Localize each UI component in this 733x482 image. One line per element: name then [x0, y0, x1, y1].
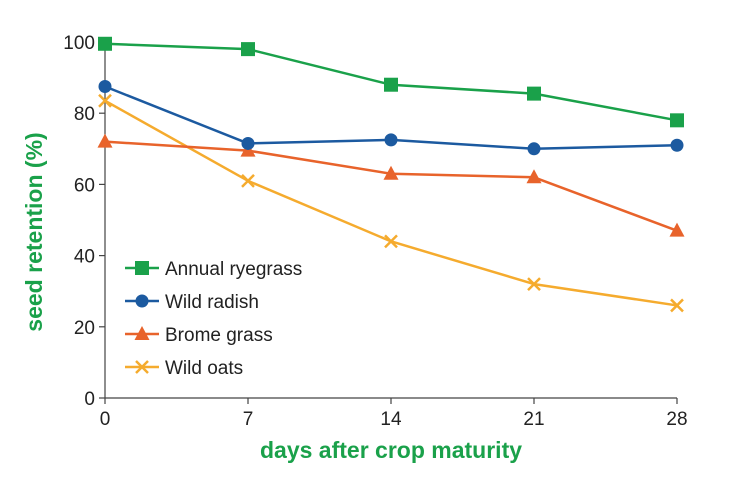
y-tick-label: 80: [74, 104, 95, 125]
x-tick-label: 7: [243, 409, 254, 430]
circle-marker: [384, 133, 398, 147]
legend-item: Wild oats: [125, 358, 243, 379]
series-line: [104, 140, 678, 232]
series-annual-ryegrass: [98, 36, 684, 128]
square-marker: [670, 113, 684, 128]
legend-item: Wild radish: [125, 292, 259, 313]
y-tick-label: 0: [84, 389, 95, 410]
triangle-marker: [97, 133, 113, 148]
circle-marker: [670, 138, 684, 152]
x-marker-stroke: [241, 173, 255, 188]
legend-label: Annual ryegrass: [165, 259, 302, 280]
x-marker-stroke: [384, 234, 398, 249]
x-marker-stroke: [670, 298, 684, 313]
x-axis-title: days after crop maturity: [260, 437, 522, 463]
series-wild-radish: [98, 80, 684, 156]
series-brome-grass: [97, 133, 685, 237]
x-marker: [384, 234, 398, 249]
triangle-marker: [134, 326, 150, 340]
x-marker: [98, 93, 112, 108]
square-marker: [241, 42, 255, 57]
x-marker-stroke: [98, 93, 112, 108]
legend: Annual ryegrass Wild radish Brome grass Wil…: [125, 259, 302, 379]
y-ticks: 0 20 40 60 80 100: [63, 33, 105, 410]
legend-item: Annual ryegrass: [125, 259, 302, 280]
triangle-marker: [383, 165, 399, 180]
y-tick-label: 40: [74, 247, 95, 268]
triangle-marker: [669, 222, 685, 237]
series-layer: [97, 36, 685, 313]
x-tick-label: 0: [100, 409, 111, 430]
x-marker: [527, 277, 541, 291]
circle-marker: [98, 80, 112, 93]
y-tick-label: 60: [74, 175, 95, 196]
x-marker: [135, 360, 149, 374]
circle-marker: [527, 142, 541, 156]
triangle-marker: [526, 169, 542, 184]
series-wild-oats: [98, 93, 684, 313]
y-tick-label: 20: [74, 318, 95, 339]
x-marker-stroke: [135, 360, 149, 374]
circle-marker: [241, 136, 255, 150]
x-ticks: 0 7 14 21 28: [100, 398, 688, 430]
square-marker: [527, 86, 541, 101]
x-marker-stroke: [527, 277, 541, 291]
legend-label: Wild oats: [165, 358, 243, 379]
circle-marker: [135, 294, 149, 308]
square-marker: [384, 77, 398, 92]
x-marker: [670, 298, 684, 313]
x-marker: [241, 173, 255, 188]
legend-label: Brome grass: [165, 325, 273, 346]
square-marker: [98, 36, 112, 51]
x-tick-label: 28: [666, 409, 687, 430]
legend-item: Brome grass: [125, 325, 273, 346]
y-axis-title: seed retention (%): [21, 132, 47, 331]
x-tick-label: 14: [380, 409, 402, 430]
y-tick-label: 100: [63, 33, 95, 54]
legend-label: Wild radish: [165, 292, 259, 313]
x-tick-label: 21: [523, 409, 544, 430]
square-marker: [135, 261, 149, 275]
